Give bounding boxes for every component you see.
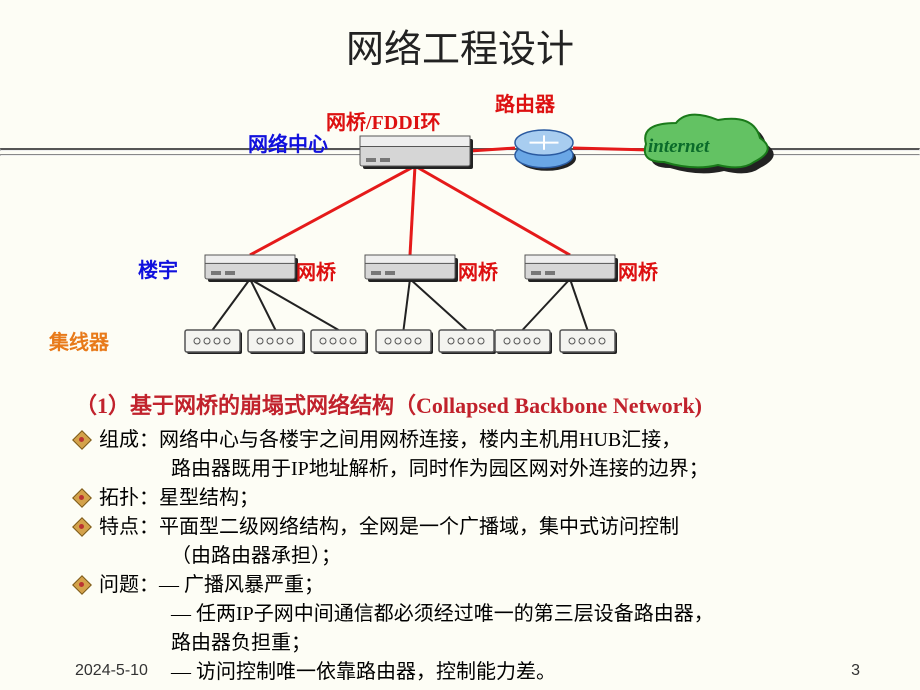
bridge3-label: 网桥 xyxy=(618,256,658,285)
bullet-text: 特点：平面型二级网络结构，全网是一个广播域，集中式访问控制 xyxy=(99,513,679,542)
bullet-text: 组成：网络中心与各楼宇之间用网桥连接，楼内主机用HUB汇接， xyxy=(99,426,681,455)
bridge2-label: 网桥 xyxy=(458,256,498,285)
bullet-subtext: — 访问控制唯一依靠路由器，控制能力差。 xyxy=(75,658,875,687)
bullet-text: 问题：— 广播风暴严重； xyxy=(99,571,324,600)
bullet-subtext: — 任两IP子网中间通信都必须经过唯一的第三层设备路由器， xyxy=(75,600,875,629)
hub-label: 集线器 xyxy=(49,326,109,355)
footer-date: 2024-5-10 xyxy=(75,662,148,680)
center-label: 网络中心 xyxy=(248,128,328,157)
footer-page: 3 xyxy=(851,662,860,680)
bridge-fddi-label: 网桥/FDDI环 xyxy=(326,106,440,135)
bridge1-label: 网桥 xyxy=(296,256,336,285)
bullet-subtext: （由路由器承担）； xyxy=(75,542,875,571)
bullet-subtext: 路由器既用于IP地址解析，同时作为园区网对外连接的边界； xyxy=(75,455,875,484)
bullet-subtext: 路由器负担重； xyxy=(75,629,875,658)
bullet-icon xyxy=(75,433,89,447)
bullet-text: 拓扑：星型结构； xyxy=(99,484,259,513)
network-diagram xyxy=(0,80,920,360)
bullet-icon xyxy=(75,578,89,592)
section-heading: （1）基于网桥的崩塌式网络结构（Collapsed Backbone Netwo… xyxy=(75,390,875,422)
internet-label: internet xyxy=(648,136,709,158)
router-label: 路由器 xyxy=(495,88,555,117)
content-block: （1）基于网桥的崩塌式网络结构（Collapsed Backbone Netwo… xyxy=(75,390,875,687)
bullet-icon xyxy=(75,520,89,534)
bullet-icon xyxy=(75,491,89,505)
page-title: 网络工程设计 xyxy=(0,0,920,73)
building-label: 楼宇 xyxy=(138,254,178,283)
